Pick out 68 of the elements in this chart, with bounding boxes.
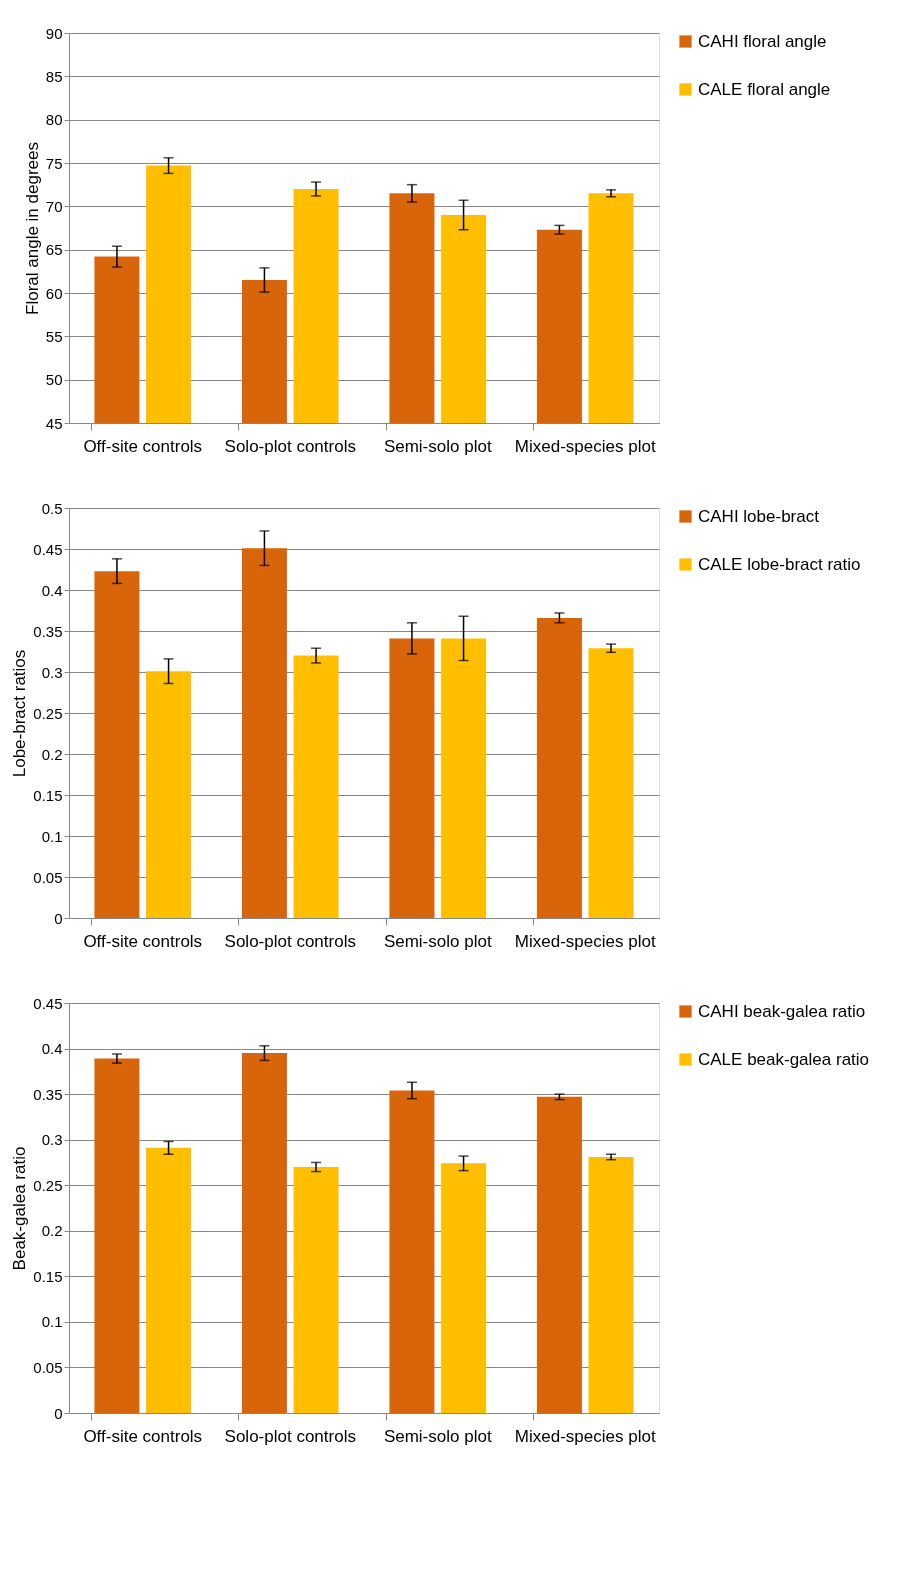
y-tick-label: 50: [45, 371, 63, 389]
y-tick-label: 0.15: [33, 1267, 63, 1285]
x-tick-label: Off-site controls: [83, 931, 203, 951]
y-tick-label: 0.45: [33, 994, 63, 1012]
y-tick-label: 0.5: [41, 499, 63, 517]
y-tick-label: 0.25: [33, 1176, 63, 1194]
bar: [389, 638, 435, 918]
x-tick-label: Mixed-species plot: [514, 1426, 656, 1446]
y-tick-label: 0.3: [41, 663, 63, 681]
bar: [536, 617, 582, 918]
x-tick-label: Semi-solo plot: [383, 931, 492, 951]
x-tick-label: Semi-solo plot: [383, 436, 492, 456]
x-tick-label: Off-site controls: [83, 436, 203, 456]
legend-label: CALE lobe-bract ratio: [698, 554, 861, 574]
y-tick-label: 0.1: [41, 827, 63, 845]
y-tick-label: 0: [54, 909, 63, 927]
x-tick-label: Solo-plot controls: [224, 931, 356, 951]
bar: [241, 1053, 287, 1413]
bar: [94, 571, 140, 918]
x-tick-label: Mixed-species plot: [514, 436, 656, 456]
y-tick-label: 0.4: [41, 1040, 63, 1058]
y-tick-label: 55: [45, 327, 63, 345]
y-tick-label: 65: [45, 241, 63, 259]
bar: [536, 1096, 582, 1413]
y-tick-label: 0.2: [41, 745, 63, 763]
x-tick-label: Solo-plot controls: [224, 1426, 356, 1446]
y-tick-label: 80: [45, 111, 63, 129]
y-tick-label: 0.05: [33, 868, 63, 886]
x-tick-label: Off-site controls: [83, 1426, 203, 1446]
y-tick-label: 0.2: [41, 1222, 63, 1240]
y-axis-title: Lobe-bract ratios: [10, 649, 30, 778]
x-tick-label: Solo-plot controls: [224, 436, 356, 456]
y-tick-label: 60: [45, 284, 63, 302]
bar: [588, 1156, 634, 1413]
bar: [94, 1058, 140, 1413]
y-tick-label: 85: [45, 67, 63, 85]
legend-label: CALE beak-galea ratio: [698, 1049, 870, 1069]
bar: [146, 1147, 192, 1413]
y-axis-title: Floral angle in degrees: [22, 142, 42, 315]
bar: [441, 1163, 487, 1413]
y-tick-label: 0: [54, 1404, 63, 1422]
y-tick-label: 70: [45, 197, 63, 215]
y-tick-label: 0.35: [33, 1085, 63, 1103]
x-tick-label: Semi-solo plot: [383, 1426, 492, 1446]
legend-label: CALE floral angle: [698, 79, 831, 99]
bar: [588, 648, 634, 918]
x-tick-label: Mixed-species plot: [514, 931, 656, 951]
y-tick-label: 0.4: [41, 581, 63, 599]
y-tick-label: 0.1: [41, 1313, 63, 1331]
bar: [293, 1167, 339, 1413]
y-tick-label: 0.35: [33, 622, 63, 640]
y-tick-label: 0.45: [33, 540, 63, 558]
y-tick-label: 45: [45, 414, 63, 432]
legend-label: CAHI lobe-bract: [698, 506, 820, 526]
legend-label: CAHI beak-galea ratio: [698, 1001, 866, 1021]
y-tick-label: 0.05: [33, 1358, 63, 1376]
legend-label: CAHI floral angle: [698, 31, 827, 51]
bar: [241, 548, 287, 918]
y-tick-label: 75: [45, 154, 63, 172]
bar: [389, 1090, 435, 1413]
bar: [146, 671, 192, 918]
y-tick-label: 0.15: [33, 786, 63, 804]
y-tick-label: 0.3: [41, 1131, 63, 1149]
bar: [293, 655, 339, 918]
y-axis-title: Beak-galea ratio: [10, 1146, 30, 1271]
bar: [441, 638, 487, 918]
y-tick-label: 0.25: [33, 704, 63, 722]
y-tick-label: 90: [45, 24, 63, 42]
